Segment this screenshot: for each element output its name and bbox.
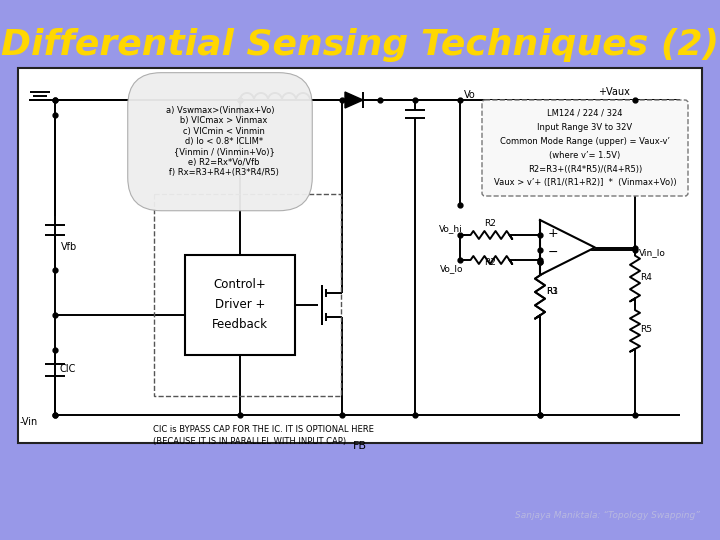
Text: CIC: CIC — [60, 364, 76, 374]
Text: a) Vswmax>(Vinmax+Vo)
   b) VICmax > Vinmax
   c) VICmin < Vinmin
   d) Io < 0.8: a) Vswmax>(Vinmax+Vo) b) VICmax > Vinmax… — [161, 106, 279, 178]
Text: +Vaux: +Vaux — [598, 87, 630, 97]
Text: Vo: Vo — [464, 90, 476, 100]
Text: Vin_lo: Vin_lo — [639, 248, 666, 258]
Text: FB: FB — [353, 441, 367, 451]
Text: −: − — [548, 246, 559, 259]
Text: R3: R3 — [546, 287, 558, 296]
Polygon shape — [345, 92, 363, 108]
Text: R4: R4 — [640, 273, 652, 281]
Text: CIC is BYPASS CAP FOR THE IC. IT IS OPTIONAL HERE: CIC is BYPASS CAP FOR THE IC. IT IS OPTI… — [153, 425, 374, 434]
Text: Vo_hi: Vo_hi — [439, 224, 463, 233]
Text: Control+: Control+ — [214, 279, 266, 292]
Text: Vo_lo: Vo_lo — [439, 264, 463, 273]
Text: R2: R2 — [484, 219, 496, 228]
Text: +: + — [548, 227, 559, 240]
Text: R1: R1 — [546, 287, 558, 296]
Bar — [185, 255, 295, 355]
FancyBboxPatch shape — [482, 100, 688, 196]
Text: LM124 / 224 / 324
Input Range 3V to 32V
Common Mode Range (upper) = Vaux-v’
(whe: LM124 / 224 / 324 Input Range 3V to 32V … — [494, 109, 676, 187]
Text: R2: R2 — [484, 258, 496, 267]
Text: Driver +: Driver + — [215, 299, 265, 312]
Polygon shape — [540, 220, 595, 275]
Text: (BECAUSE IT IS IN PARALLEL WITH INPUT CAP): (BECAUSE IT IS IN PARALLEL WITH INPUT CA… — [153, 437, 346, 446]
Text: -Vin: -Vin — [20, 417, 38, 427]
Bar — [18, 68, 702, 443]
Text: R5: R5 — [640, 325, 652, 334]
Text: Feedback: Feedback — [212, 319, 268, 332]
Text: Vfb: Vfb — [61, 242, 77, 252]
Text: Sanjaya Maniktala: “Topology Swapping”: Sanjaya Maniktala: “Topology Swapping” — [515, 511, 700, 520]
Text: Differential Sensing Techniques (2): Differential Sensing Techniques (2) — [1, 28, 719, 62]
